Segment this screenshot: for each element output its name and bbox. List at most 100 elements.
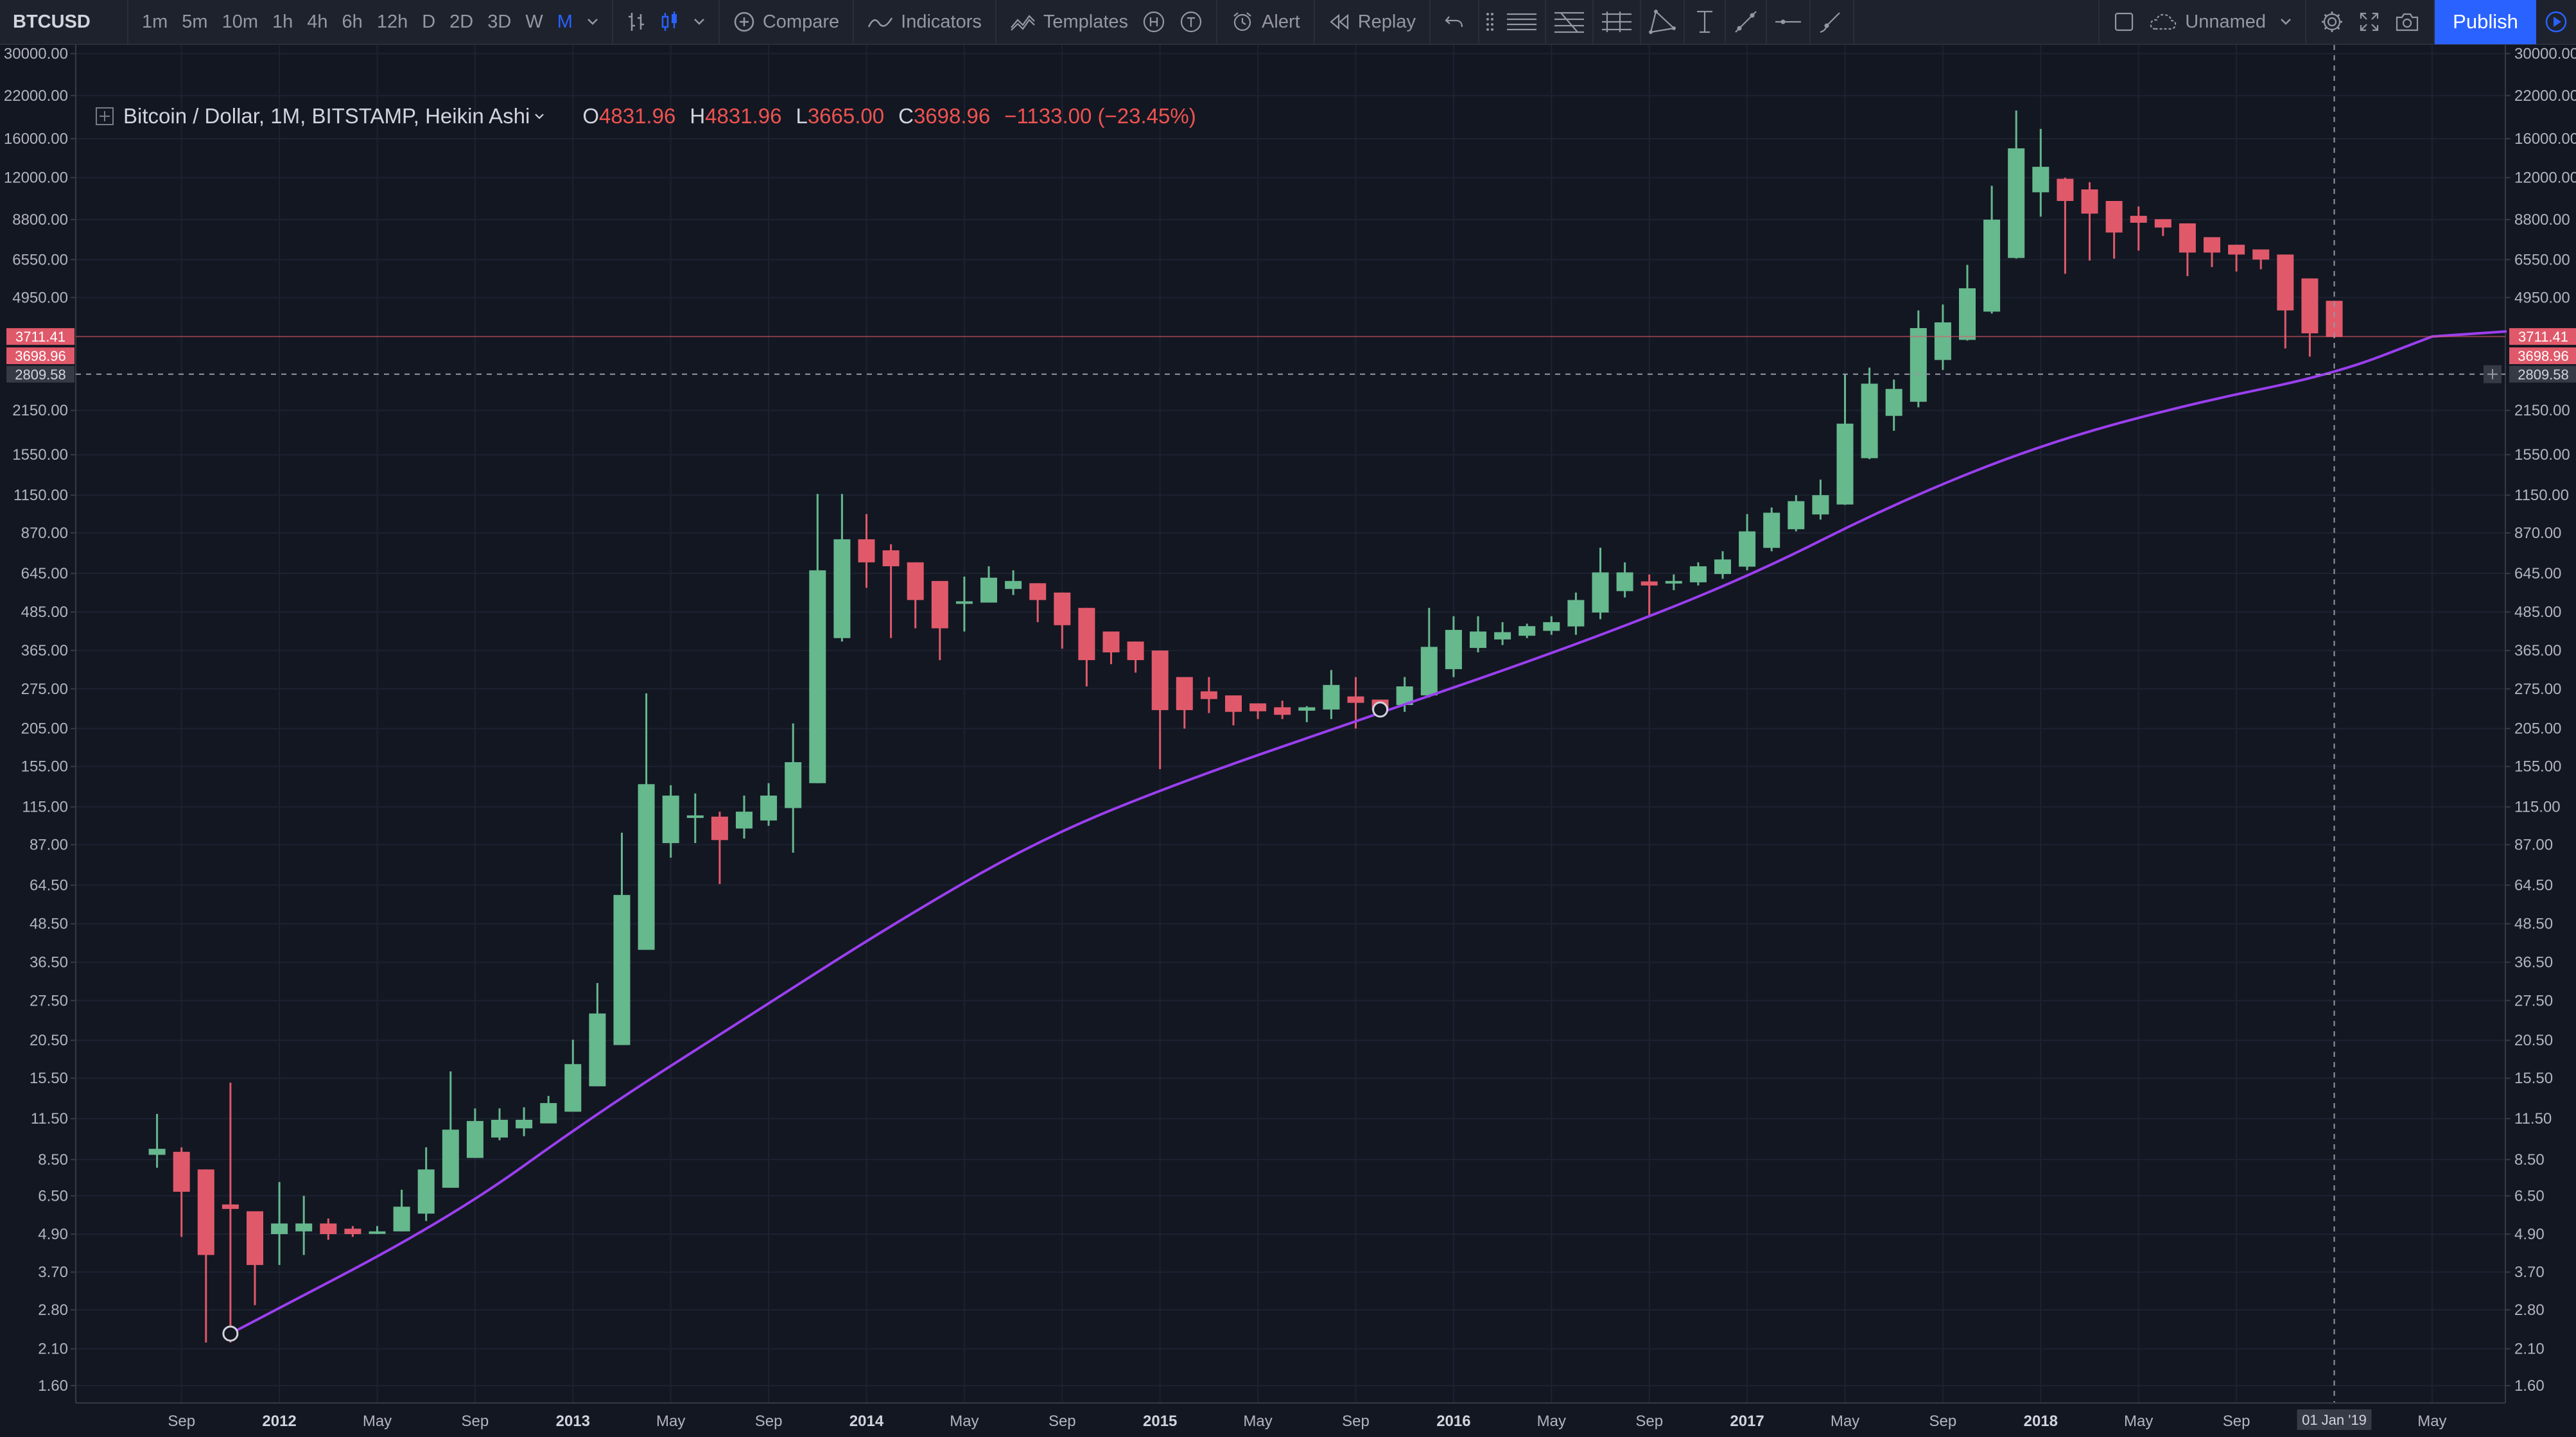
candle[interactable] (858, 514, 875, 588)
candle[interactable] (2179, 223, 2196, 276)
drag-handle[interactable] (1482, 0, 1499, 44)
candle[interactable] (491, 1108, 508, 1140)
candle[interactable] (1470, 616, 1486, 653)
candle[interactable] (2032, 128, 2049, 217)
interval-1m-button[interactable]: 1m (142, 11, 168, 32)
candle[interactable] (686, 793, 704, 844)
candle[interactable] (442, 1071, 459, 1188)
interval-w-button[interactable]: W (525, 11, 543, 32)
fib-retracement-tool[interactable] (1546, 0, 1594, 44)
expand-legend-icon[interactable] (95, 107, 114, 126)
price-chart[interactable]: 30000.00 22000.00 16000.00 12000.00 8800.00 6… (0, 45, 2576, 1437)
candle[interactable] (2154, 219, 2171, 236)
candle[interactable] (809, 494, 826, 783)
candle[interactable] (1543, 616, 1560, 635)
candle[interactable] (736, 796, 753, 839)
candle[interactable] (2057, 177, 2074, 274)
candle[interactable] (271, 1181, 288, 1266)
candle[interactable] (516, 1107, 533, 1137)
symbol-title[interactable]: Bitcoin / Dollar, 1M, BITSTAMP, Heikin A… (123, 104, 530, 128)
candle[interactable] (833, 494, 851, 642)
candle[interactable] (638, 693, 655, 950)
candle[interactable] (1616, 562, 1633, 598)
candle[interactable] (2228, 245, 2245, 272)
candle[interactable] (2277, 254, 2294, 349)
interval-12h-button[interactable]: 12h (376, 11, 408, 32)
indicators-button[interactable]: Indicators (860, 0, 989, 44)
candle[interactable] (1029, 583, 1047, 622)
settings-button[interactable] (2313, 0, 2351, 44)
candle[interactable] (1420, 607, 1438, 698)
layout-dropdown-button[interactable] (2273, 0, 2299, 44)
candle[interactable] (2130, 206, 2147, 251)
candle[interactable] (1910, 310, 1927, 408)
fullscreen-button[interactable] (2351, 0, 2387, 44)
candle[interactable] (1054, 592, 1071, 649)
candle[interactable] (295, 1196, 313, 1255)
crosshair-plus-handle[interactable] (2484, 365, 2502, 383)
candle[interactable] (1836, 374, 1854, 505)
select-layout-button[interactable] (2106, 0, 2142, 44)
interval-5m-button[interactable]: 5m (182, 11, 208, 32)
candle[interactable] (1689, 562, 1707, 586)
candle[interactable] (173, 1147, 190, 1237)
candle[interactable] (344, 1226, 361, 1237)
interval-d-button[interactable]: D (422, 11, 436, 32)
pitchfork-tool[interactable] (1594, 0, 1641, 44)
candle[interactable] (1959, 265, 1976, 341)
candle[interactable] (1812, 479, 1829, 520)
replay-play-button[interactable] (2536, 0, 2576, 44)
undo-button[interactable] (1437, 0, 1472, 44)
chevron-down-icon[interactable] (534, 112, 545, 121)
candle[interactable] (760, 783, 778, 826)
candle[interactable] (2204, 237, 2220, 267)
chart-style-dropdown[interactable] (686, 0, 712, 44)
candle[interactable] (1567, 592, 1585, 635)
interval-10m-button[interactable]: 10m (222, 11, 259, 32)
candle[interactable] (2301, 278, 2319, 357)
candle[interactable] (1078, 607, 1095, 687)
bar-style-button[interactable] (620, 0, 653, 44)
candle[interactable] (1983, 186, 2001, 314)
candle[interactable] (320, 1218, 337, 1240)
text-tool[interactable] (1685, 0, 1726, 44)
symbol-search-button[interactable]: BTCUSD (0, 0, 128, 44)
interval-4h-button[interactable]: 4h (307, 11, 328, 32)
candle[interactable] (1005, 570, 1022, 595)
candle[interactable] (1249, 703, 1267, 719)
interval-2d-button[interactable]: 2D (449, 11, 474, 32)
text-notes-button[interactable] (1172, 0, 1210, 44)
snapshot-button[interactable] (2387, 0, 2427, 44)
brush-tool[interactable] (1811, 0, 1850, 44)
trendline-anchor-start[interactable] (222, 1325, 239, 1342)
hotlist-button[interactable] (1135, 0, 1172, 44)
candle[interactable] (1861, 367, 1878, 460)
interval-dropdown-button[interactable] (580, 0, 605, 44)
heikin-ashi-style-button[interactable] (653, 0, 686, 44)
candle[interactable] (613, 832, 631, 1045)
candle[interactable] (1714, 551, 1731, 579)
candle[interactable] (1519, 623, 1536, 638)
candle[interactable] (1176, 677, 1193, 729)
templates-button[interactable]: Templates (1003, 0, 1135, 44)
candle[interactable] (540, 1095, 557, 1124)
interval-6h-button[interactable]: 6h (342, 11, 363, 32)
interval-m-button[interactable]: M (557, 11, 573, 32)
candle[interactable] (1151, 650, 1169, 769)
alert-button[interactable]: Alert (1224, 0, 1307, 44)
candle[interactable] (785, 723, 802, 853)
candle[interactable] (148, 1113, 166, 1168)
candle[interactable] (882, 544, 900, 638)
candle[interactable] (1494, 622, 1511, 645)
candle[interactable] (393, 1189, 410, 1232)
pattern-tool[interactable] (1641, 0, 1685, 44)
candle[interactable] (1323, 670, 1340, 719)
candle[interactable] (1298, 706, 1316, 722)
candle[interactable] (2252, 249, 2270, 270)
candle[interactable] (1592, 547, 1609, 620)
replay-button[interactable]: Replay (1321, 0, 1423, 44)
candle[interactable] (1739, 514, 1756, 571)
horizontal-ray-tool[interactable] (1767, 0, 1811, 44)
interval-1h-button[interactable]: 1h (272, 11, 293, 32)
chart-pane[interactable]: 30000.00 22000.00 16000.00 12000.00 8800.00 6… (0, 45, 2576, 1437)
